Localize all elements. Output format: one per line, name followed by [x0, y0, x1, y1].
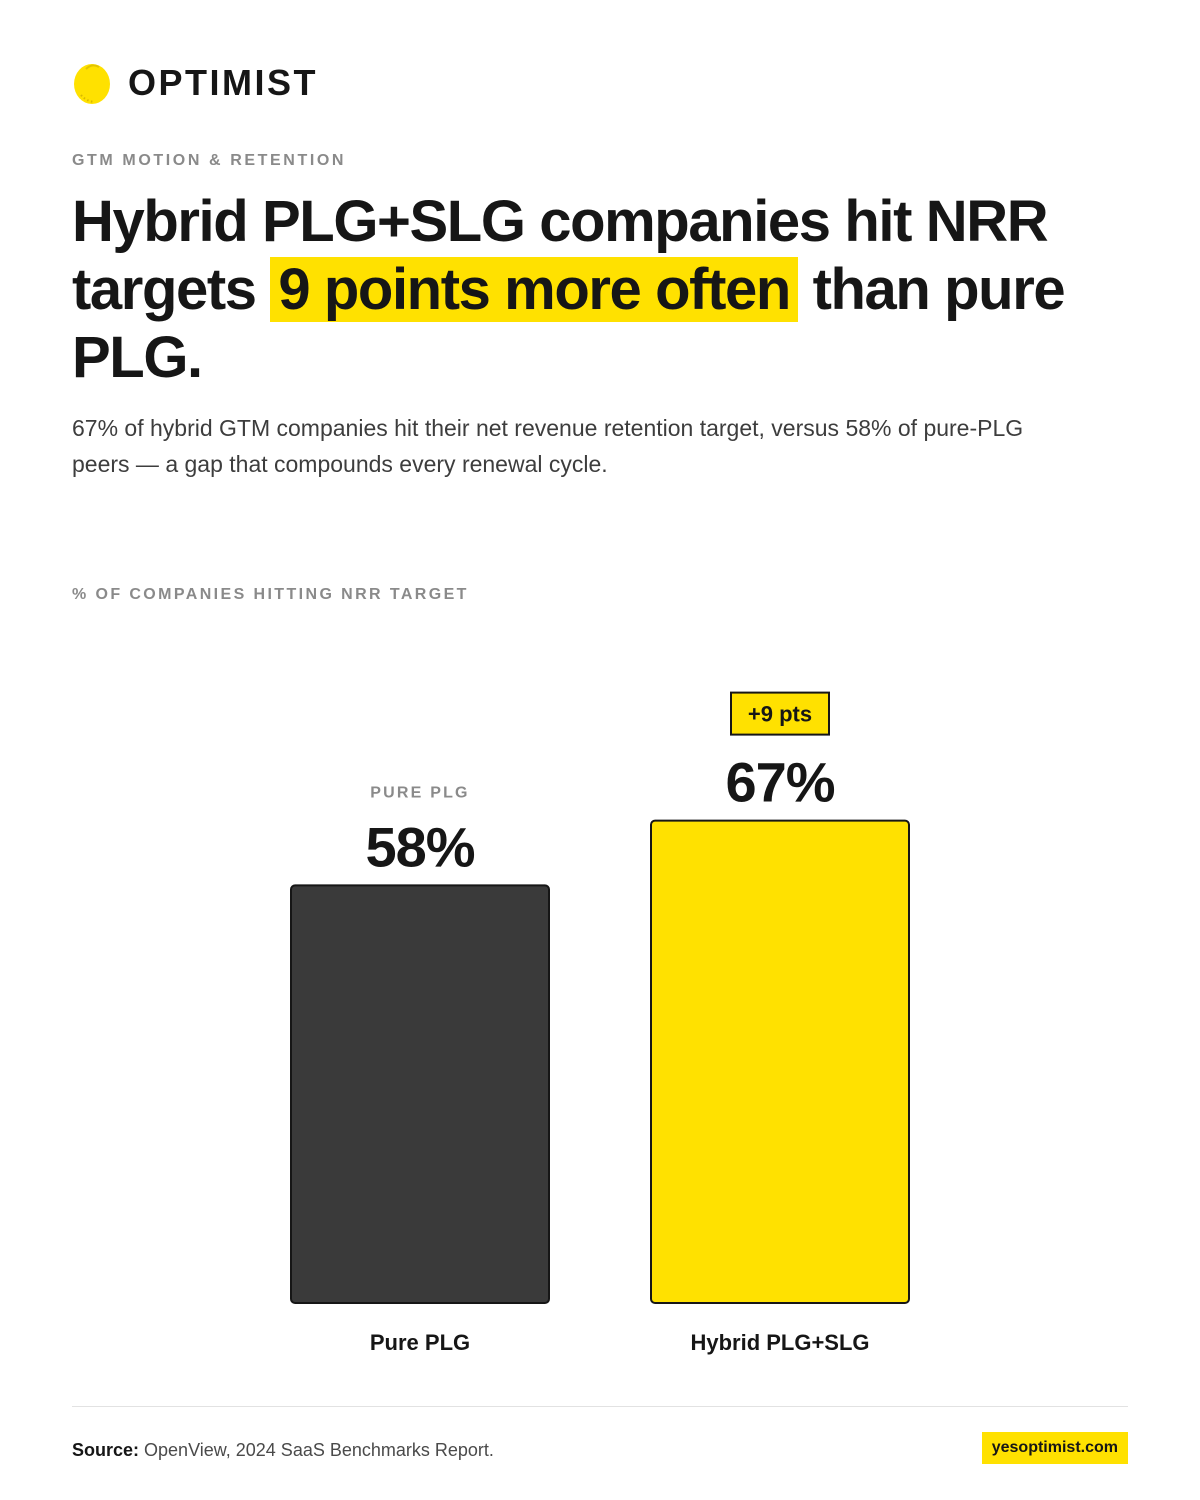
- bar-pure-plg: [290, 884, 550, 1304]
- category-label-pure-plg: Pure PLG: [370, 1330, 470, 1355]
- footer-divider: [72, 1406, 1128, 1407]
- headline-start: Hybrid PLG+SLG companies hit NRR targets: [72, 189, 1049, 322]
- lemon-icon: [74, 64, 110, 104]
- subtitle: 67% of hybrid GTM companies hit their ne…: [72, 415, 1024, 477]
- value-label-hybrid-plg-slg: 67%: [725, 751, 834, 814]
- headline-highlight: 9 points more often: [270, 257, 798, 322]
- value-label-pure-plg: 58%: [365, 815, 474, 878]
- chart-axis-title: % OF COMPANIES HITTING NRR TARGET: [72, 586, 469, 603]
- site-badge[interactable]: yesoptimist.com: [981, 1432, 1128, 1464]
- brand: OPTIMIST: [72, 60, 318, 106]
- source-label: Source:: [72, 1440, 140, 1460]
- source-note: Source: OpenView, 2024 SaaS Benchmarks R…: [72, 1438, 494, 1462]
- source-text: OpenView, 2024 SaaS Benchmarks Report.: [139, 1440, 494, 1460]
- delta-badge-hybrid-plg-slg: [730, 691, 830, 736]
- eyebrow: GTM MOTION & RETENTION: [72, 152, 347, 169]
- delta-badge-text-hybrid-plg-slg: +9 pts: [748, 702, 812, 727]
- bar-overline-pure-plg: PURE PLG: [370, 784, 469, 801]
- category-label-hybrid-plg-slg: Hybrid PLG+SLG: [690, 1330, 869, 1355]
- brand-name: OPTIMIST: [128, 62, 318, 103]
- bar-hybrid-plg-slg: [650, 819, 910, 1304]
- headline-end: than pure PLG.: [72, 257, 1066, 390]
- bar-chart: 58% PURE PLG Pure PLG 67% +9 pts Hybrid PLG+S…: [290, 691, 910, 1355]
- headline: Hybrid PLG+SLG companies hit NRR targets…: [72, 188, 1132, 392]
